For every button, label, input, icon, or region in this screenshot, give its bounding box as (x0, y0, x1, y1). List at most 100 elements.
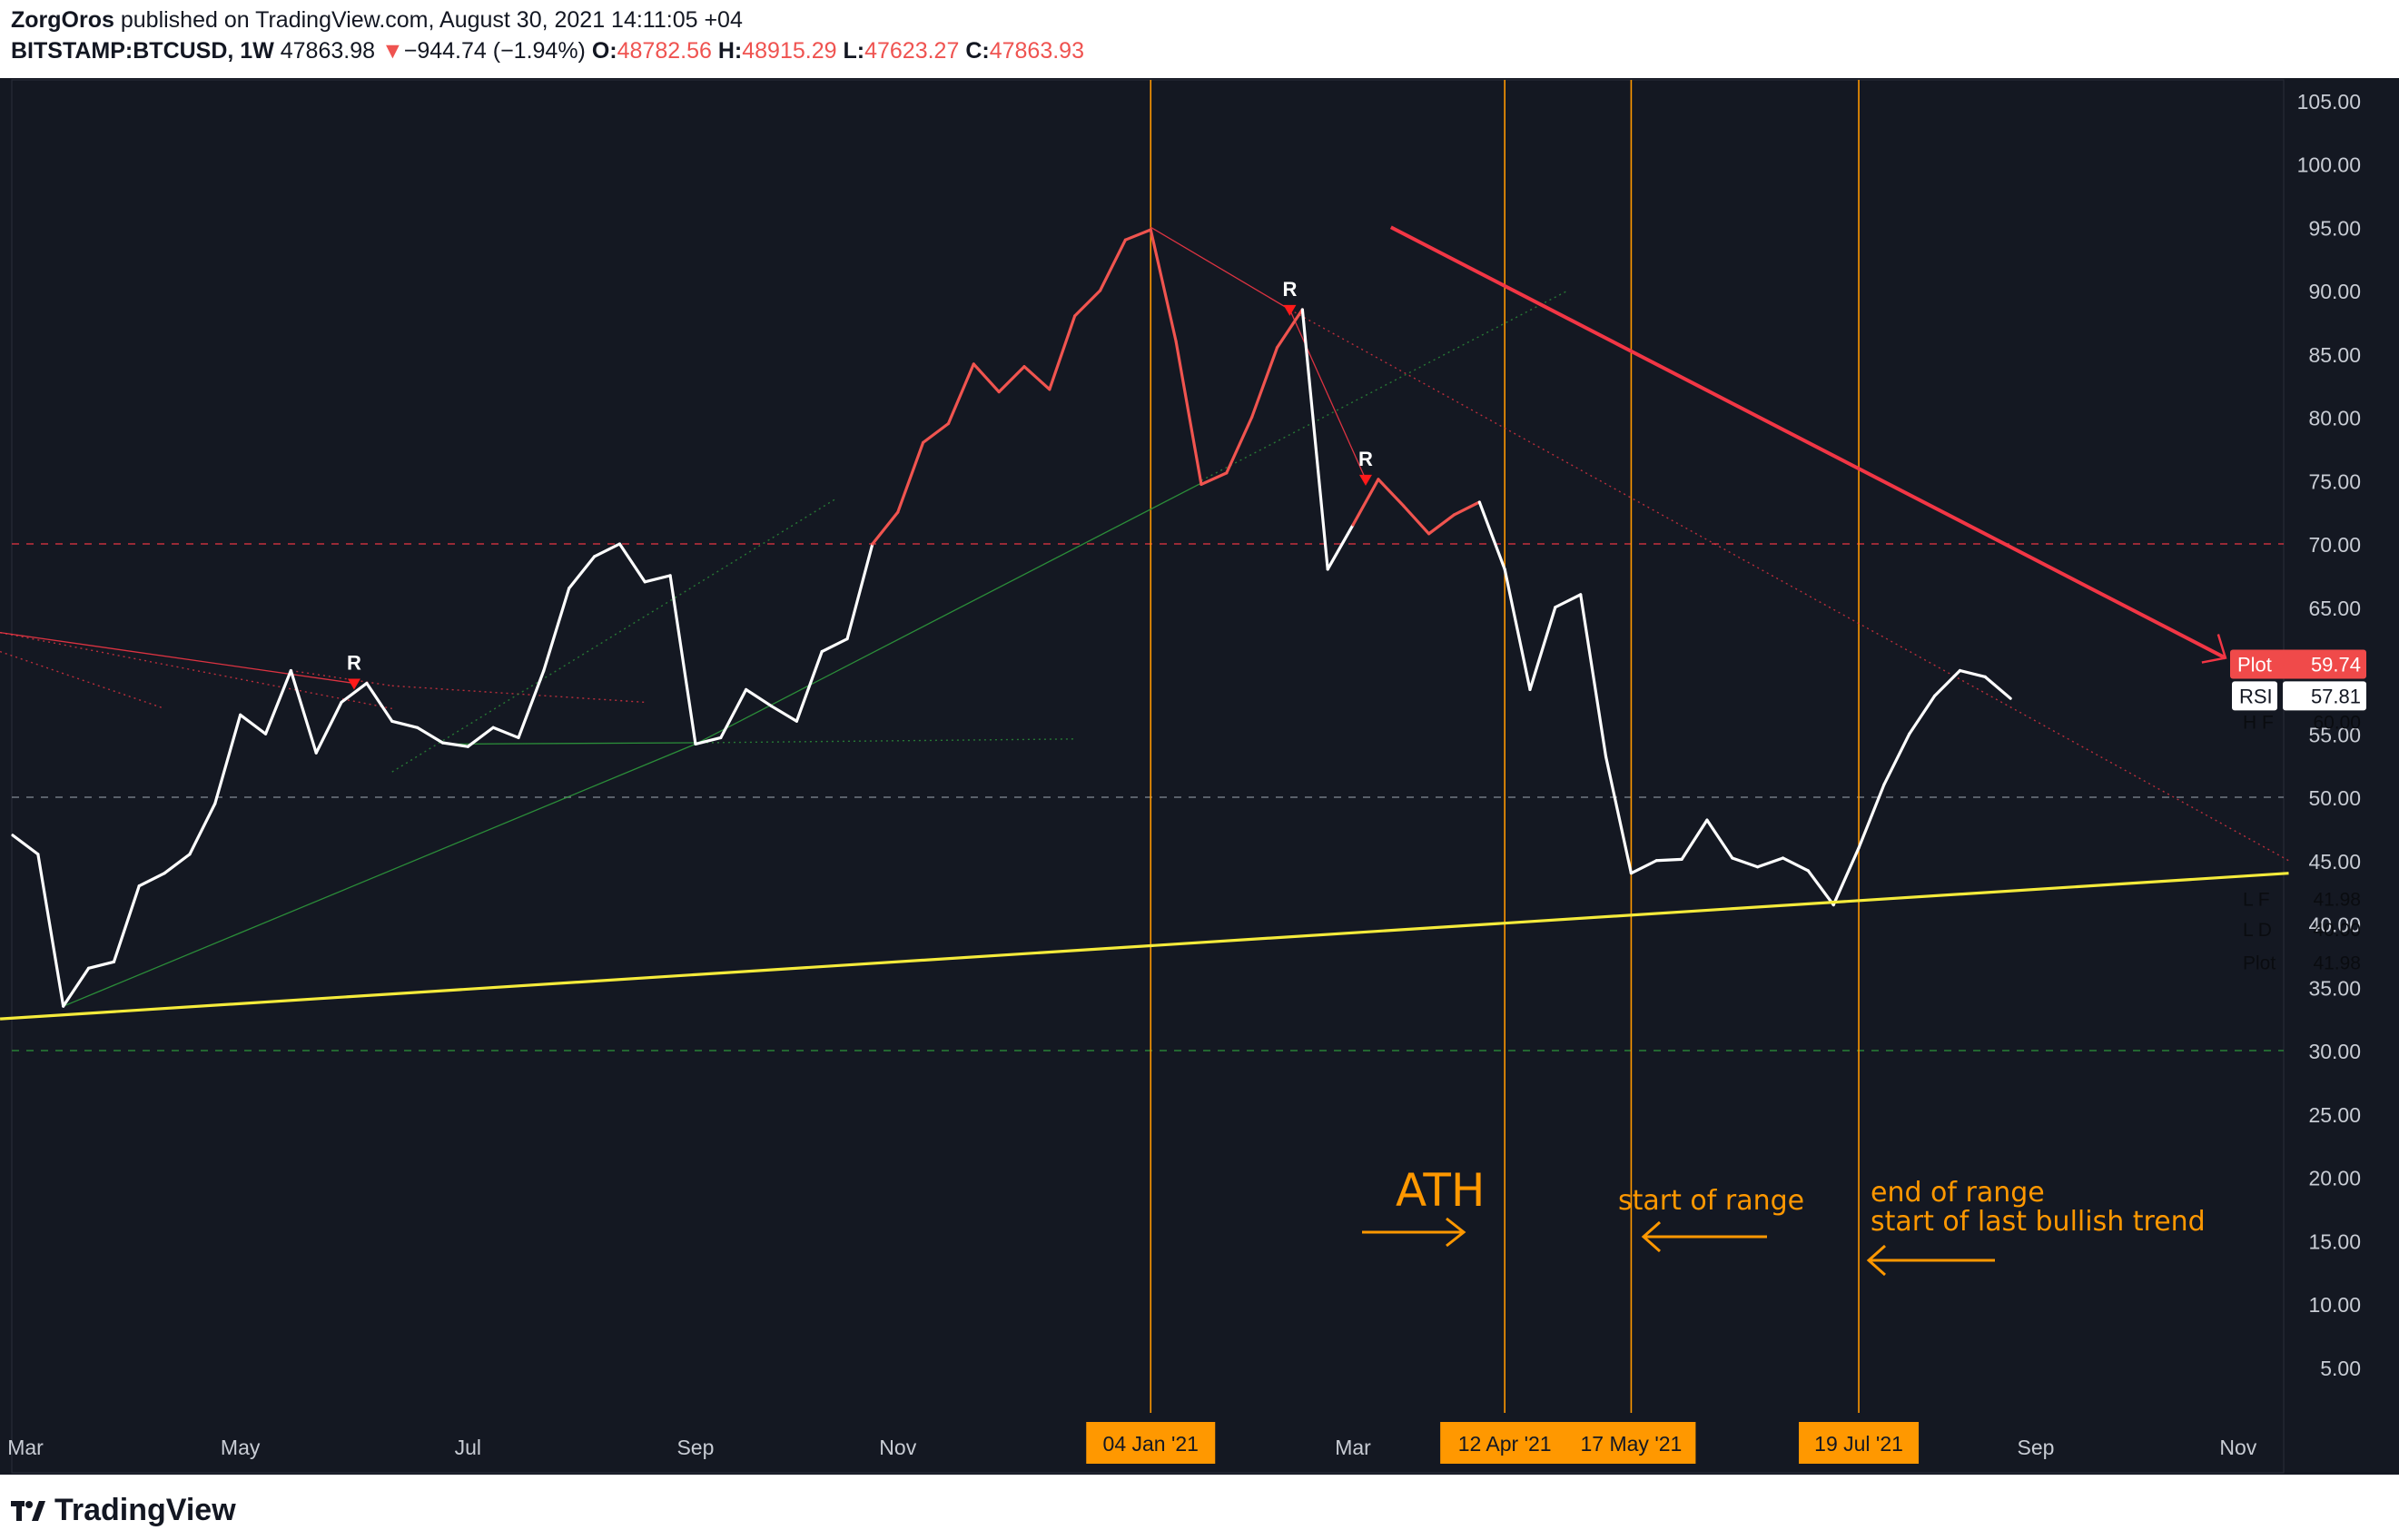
green-trend-line (63, 743, 696, 1007)
rsi-line-segment (1908, 694, 1937, 735)
x-axis-tick-label: Nov (879, 1436, 916, 1459)
rsi-line-segment (163, 853, 192, 875)
rsi-line-segment (1579, 593, 1608, 758)
rsi-line-segment (1477, 500, 1506, 571)
rsi-line-segment (466, 726, 495, 748)
rsi-line-segment (1377, 478, 1406, 508)
y-axis-tick-label: 30.00 (2308, 1040, 2361, 1063)
green-trend-line (695, 482, 1202, 745)
rsi-line-segment (440, 741, 469, 748)
rsi-line-segment (568, 555, 597, 590)
rsi-line-segment (1806, 869, 1835, 907)
y-axis-tick-label: 80.00 (2308, 407, 2361, 430)
y-axis-tick-label: 10.00 (2308, 1293, 2361, 1317)
price-change: −944.74 (−1.94%) (403, 38, 586, 64)
yellow-support-line (0, 872, 2289, 1021)
faded-axis-value: 41.98 (2313, 953, 2361, 973)
dotted-trend-line (1289, 309, 2289, 862)
x-axis-tick-label: Mar (7, 1436, 44, 1459)
rsi-line-segment (1300, 308, 1329, 571)
divergence-marker-icon (1283, 304, 1297, 316)
close-value: 47863.93 (989, 38, 1084, 64)
red-downtrend-arrow (1389, 225, 2226, 660)
y-axis-tick-label: 100.00 (2297, 153, 2361, 177)
rsi-line-segment (1427, 513, 1456, 536)
divergence-label: R (347, 651, 361, 674)
last-price: 47863.98 (280, 38, 376, 64)
dotted-trend-line (695, 738, 1075, 744)
rsi-line-segment (137, 872, 166, 888)
price-tag-label: Plot (2237, 654, 2272, 676)
date-badge-label: 12 Apr '21 (1458, 1432, 1552, 1456)
rsi-line-segment (1149, 228, 1178, 343)
y-axis-tick-label: 95.00 (2308, 216, 2361, 240)
y-axis-tick-label: 85.00 (2308, 343, 2361, 367)
rsi-line-segment (997, 365, 1026, 394)
rsi-line-segment (62, 966, 91, 1008)
rsi-line-segment (1452, 500, 1481, 517)
plot-price-tag: Plot 59.74 (2230, 649, 2366, 679)
left-arrow-icon (1641, 1220, 1767, 1253)
rsi-line-segment (1503, 568, 1532, 692)
rsi-line-segment (365, 681, 394, 723)
rsi-line-segment (1958, 668, 1987, 679)
rsi-line-segment (188, 802, 217, 856)
rsi-line-segment (1680, 818, 1709, 861)
plot-frame (11, 79, 2285, 1474)
rsi-line-segment (871, 510, 900, 546)
tradingview-logo[interactable]: TradingView (11, 1493, 236, 1528)
y-axis-tick-label: 105.00 (2297, 90, 2361, 114)
rsi-line-segment (36, 853, 65, 1008)
start-of-range-annotation: start of range (1618, 1185, 1804, 1217)
rsi-price-tag: RSI 57.81 (2232, 681, 2366, 711)
rsi-line-segment (745, 687, 774, 708)
rsi-line-segment (769, 704, 798, 723)
rsi-line-segment (1098, 238, 1128, 292)
rsi-line-segment (694, 735, 723, 746)
symbol-info: BITSTAMP:BTCUSD, 1W 47863.98 ▼−944.74 (−… (11, 38, 1084, 64)
rsi-line-segment (1123, 228, 1152, 242)
rsi-line-segment (1756, 856, 1785, 869)
brand-name: TradingView (54, 1493, 236, 1527)
right-arrow-icon (1362, 1217, 1466, 1248)
price-tag-background (2283, 681, 2366, 711)
date-badge-background (1566, 1422, 1696, 1464)
rsi-line-segment (416, 726, 445, 745)
rsi-line-segment (1402, 504, 1431, 536)
date-badge-background (1086, 1422, 1216, 1464)
divergence-label: R (1282, 278, 1297, 301)
faded-axis-value: 41.98 (2313, 890, 2361, 911)
rsi-line-segment (289, 668, 318, 755)
date-badge: 12 Apr '21 (1440, 1422, 1570, 1464)
dotted-trend-line (0, 631, 392, 710)
down-arrow-icon: ▼ (380, 38, 404, 64)
rsi-line-segment (1629, 859, 1658, 875)
rsi-line-segment (946, 362, 975, 426)
x-axis-tick-label: Jul (455, 1436, 481, 1459)
y-axis-tick-label: 35.00 (2308, 976, 2361, 1000)
date-badge-label: 04 Jan '21 (1103, 1432, 1199, 1456)
rsi-line-segment (1073, 289, 1102, 318)
symbol-label: BITSTAMP:BTCUSD, 1W (11, 38, 274, 64)
rsi-line-segment (1200, 471, 1229, 487)
rsi-line-segment (491, 726, 520, 740)
price-tag-value: 59.74 (2311, 654, 2361, 676)
date-badge-background (1440, 1422, 1570, 1464)
rsi-line-segment (1275, 308, 1304, 350)
rsi-line-segment (592, 542, 622, 558)
rsi-line-segment (820, 637, 849, 654)
dotted-trend-line (0, 650, 165, 710)
divergence-marker-icon (347, 678, 360, 690)
open-value: 48782.56 (617, 38, 712, 64)
x-axis-tick-label: Mar (1335, 1436, 1371, 1459)
rsi-line-segment (542, 587, 571, 673)
rsi-line-segment (112, 884, 141, 963)
last-bullish-trend-annotation: start of last bullish trend (1871, 1206, 2206, 1238)
chart-footer: TradingView (0, 1475, 2399, 1540)
author-name[interactable]: ZorgOros (11, 7, 114, 33)
y-axis-tick-label: 5.00 (2320, 1357, 2361, 1380)
date-badge-label: 17 May '21 (1581, 1432, 1683, 1456)
y-axis-tick-label: 45.00 (2308, 850, 2361, 874)
y-axis-tick-label: 90.00 (2308, 280, 2361, 303)
